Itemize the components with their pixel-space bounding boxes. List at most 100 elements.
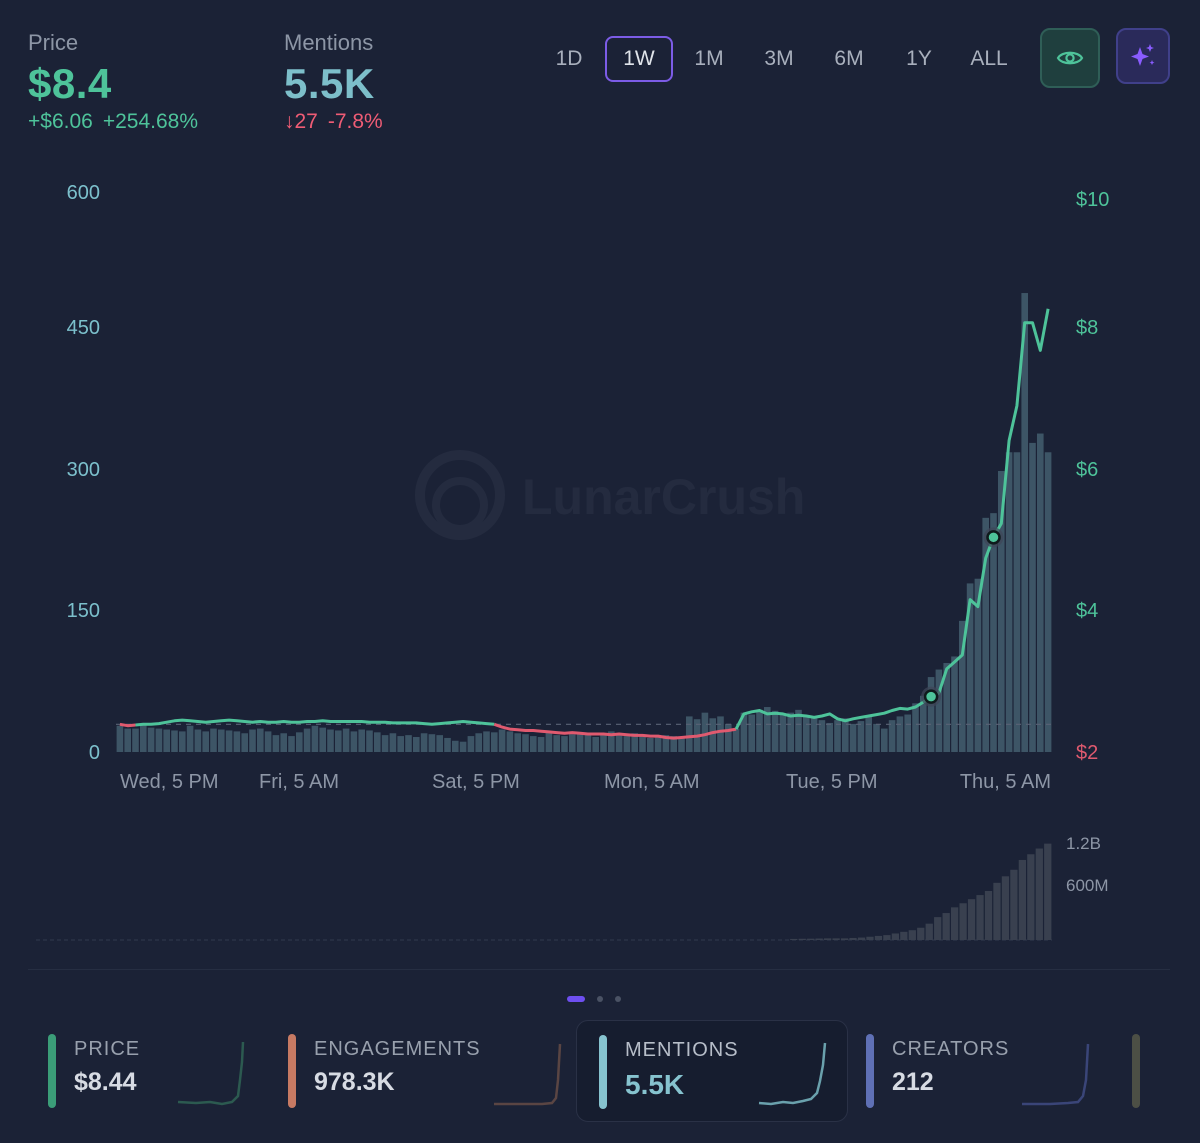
right-tick-2: $2: [1076, 742, 1098, 764]
mentions-bar: [561, 736, 568, 752]
mentions-bar: [327, 729, 334, 752]
range-6m[interactable]: 6M: [834, 47, 864, 70]
card-engagements[interactable]: ENGAGEMENTS 978.3K: [288, 1020, 568, 1122]
mentions-bar: [709, 718, 716, 752]
mentions-value: 5.5K: [284, 60, 375, 107]
range-1w[interactable]: 1W: [605, 36, 673, 82]
page-dot-1[interactable]: [567, 996, 585, 1002]
volume-bar: [900, 931, 908, 940]
mentions-bar: [943, 663, 950, 752]
volume-bar: [790, 938, 798, 940]
range-3m[interactable]: 3M: [764, 47, 794, 70]
page-dot-3[interactable]: [615, 996, 621, 1002]
mentions-bar: [1013, 452, 1021, 752]
x-tick-fri: Fri, 5 AM: [259, 771, 339, 793]
mentions-bar: [896, 716, 904, 752]
mentions-bar: [514, 733, 521, 752]
mentions-bar: [787, 712, 794, 752]
card-price-sparkline: [177, 1041, 245, 1106]
left-tick-600: 600: [67, 182, 100, 204]
mentions-bar: [982, 517, 989, 752]
volume-bar: [849, 937, 857, 940]
card-next-partial[interactable]: [1132, 1020, 1200, 1122]
mentions-bar: [241, 733, 248, 752]
price-line-segment: [493, 722, 737, 740]
left-tick-300: 300: [67, 459, 100, 481]
card-engagements-value: 978.3K: [314, 1068, 395, 1096]
right-tick-10: $10: [1076, 189, 1109, 211]
mentions-bar: [686, 716, 693, 752]
mentions-bar: [186, 725, 194, 752]
right-tick-6: $6: [1076, 459, 1098, 481]
mentions-bar: [904, 714, 911, 752]
range-all[interactable]: ALL: [970, 47, 1008, 70]
volume-bar: [925, 923, 933, 940]
card-creators[interactable]: CREATORS 212: [866, 1020, 1106, 1122]
card-price-accent: [48, 1034, 56, 1108]
metric-cards: PRICE $8.44 ENGAGEMENTS 978.3K MENTIONS …: [0, 1020, 1200, 1143]
volume-bar: [951, 907, 959, 940]
price-label: Price: [28, 30, 79, 55]
card-engagements-sparkline: [494, 1043, 562, 1106]
mentions-bar: [584, 733, 592, 752]
mentions-bar: [202, 731, 209, 752]
mentions-bar: [389, 733, 397, 752]
mentions-bar: [873, 723, 880, 752]
card-mentions[interactable]: MENTIONS 5.5K: [576, 1020, 848, 1122]
mentions-bar: [990, 513, 997, 752]
price-marker[interactable]: [986, 530, 1001, 545]
mentions-bar: [280, 733, 287, 752]
mentions-bar: [662, 735, 670, 752]
volume-bar: [1035, 848, 1043, 940]
volume-bar: [798, 938, 806, 940]
eye-icon: [1056, 51, 1084, 65]
visibility-toggle-button[interactable]: [1040, 28, 1100, 88]
card-price[interactable]: PRICE $8.44: [48, 1020, 258, 1122]
mentions-bar: [717, 716, 724, 752]
volume-bar: [840, 938, 849, 940]
mentions-bar: [483, 731, 490, 752]
mentions-bar: [303, 728, 311, 752]
range-1d[interactable]: 1D: [555, 47, 583, 70]
range-1m[interactable]: 1M: [694, 47, 724, 70]
mentions-bar: [374, 732, 381, 752]
range-1y[interactable]: 1Y: [906, 47, 932, 70]
card-mentions-value: 5.5K: [625, 1069, 685, 1100]
volume-bar: [807, 938, 815, 940]
mentions-bar: [218, 729, 225, 752]
mentions-bar: [826, 722, 833, 752]
volume-bar: [984, 891, 993, 940]
price-change-pct: +254.68%: [102, 110, 198, 133]
pagination-dots: [567, 996, 621, 1002]
ai-insights-button[interactable]: [1116, 28, 1170, 84]
mentions-bar: [194, 729, 202, 752]
volume-axis: 1.2B 600M: [1066, 834, 1109, 895]
mentions-bar: [623, 736, 631, 752]
left-axis: 600 450 300 150 0: [67, 182, 100, 764]
mentions-stat: Mentions 5.5K ↓27 -7.8%: [284, 30, 393, 134]
mentions-bar: [810, 718, 818, 752]
mentions-bar: [654, 737, 662, 752]
mentions-bar: [974, 578, 982, 752]
mentions-bar: [264, 731, 272, 752]
mentions-bar: [670, 736, 677, 752]
volume-tick-1-2b: 1.2B: [1066, 834, 1101, 853]
volume-bar: [815, 938, 823, 940]
mentions-bar: [342, 728, 350, 752]
mentions-bar: [951, 656, 958, 752]
price-marker[interactable]: [923, 689, 939, 704]
mentions-bar: [498, 729, 506, 752]
mentions-bar: [764, 707, 771, 752]
mentions-bar: [311, 725, 319, 752]
mentions-bar: [1044, 452, 1052, 752]
page-dot-2[interactable]: [597, 996, 603, 1002]
mentions-bar: [257, 728, 264, 752]
mentions-bar: [124, 728, 131, 752]
mentions-bar: [132, 728, 139, 752]
mentions-bar: [553, 735, 560, 752]
volume-bar: [917, 927, 925, 940]
mentions-bar: [678, 737, 685, 752]
mentions-bar: [639, 735, 646, 752]
mentions-bar: [397, 736, 404, 752]
mentions-bar: [545, 732, 553, 752]
